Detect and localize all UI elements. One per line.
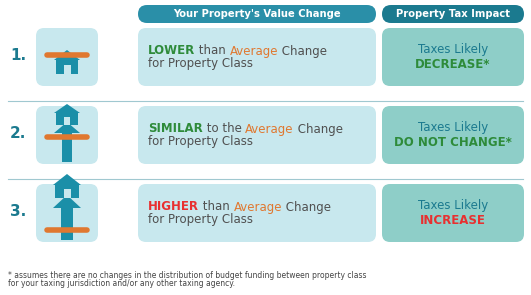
Bar [56, 113, 78, 125]
Text: Average: Average [230, 45, 278, 58]
FancyBboxPatch shape [382, 184, 524, 242]
Text: for Property Class: for Property Class [148, 58, 253, 71]
Polygon shape [54, 104, 80, 113]
FancyBboxPatch shape [138, 28, 376, 86]
Text: 1.: 1. [10, 48, 26, 63]
Polygon shape [53, 174, 81, 185]
Bar [64, 65, 71, 74]
FancyBboxPatch shape [382, 5, 524, 23]
Text: for Property Class: for Property Class [148, 214, 253, 227]
Text: for your taxing jurisdiction and/or any other taxing agency.: for your taxing jurisdiction and/or any … [8, 278, 235, 288]
FancyBboxPatch shape [382, 106, 524, 164]
Text: DO NOT CHANGE*: DO NOT CHANGE* [394, 137, 512, 150]
Polygon shape [54, 122, 80, 133]
Bar [56, 60, 78, 74]
Text: 2.: 2. [10, 127, 26, 142]
Bar [55, 185, 79, 198]
Text: to the: to the [203, 122, 245, 135]
Text: Average: Average [234, 201, 282, 214]
Bar [64, 189, 71, 198]
Text: Your Property's Value Change: Your Property's Value Change [173, 9, 341, 19]
Bar [61, 208, 73, 240]
Bar [64, 117, 70, 125]
Text: DECREASE*: DECREASE* [415, 58, 491, 71]
Text: for Property Class: for Property Class [148, 135, 253, 148]
Text: * assumes there are no changes in the distribution of budget funding between pro: * assumes there are no changes in the di… [8, 271, 366, 279]
FancyBboxPatch shape [36, 184, 98, 242]
FancyBboxPatch shape [138, 5, 376, 23]
Text: LOWER: LOWER [148, 45, 195, 58]
Text: Change: Change [278, 45, 327, 58]
Text: SIMILAR: SIMILAR [148, 122, 203, 135]
Text: INCREASE: INCREASE [420, 214, 486, 227]
FancyBboxPatch shape [138, 106, 376, 164]
Text: Property Tax Impact: Property Tax Impact [396, 9, 510, 19]
Text: Average: Average [245, 122, 294, 135]
Polygon shape [54, 50, 80, 60]
Text: Taxes Likely: Taxes Likely [418, 122, 488, 135]
FancyBboxPatch shape [382, 28, 524, 86]
FancyBboxPatch shape [36, 106, 98, 164]
FancyBboxPatch shape [138, 184, 376, 242]
Text: Taxes Likely: Taxes Likely [418, 43, 488, 57]
Text: HIGHER: HIGHER [148, 201, 199, 214]
Text: than: than [199, 201, 234, 214]
Text: Change: Change [282, 201, 331, 214]
FancyBboxPatch shape [36, 28, 98, 86]
Text: than: than [195, 45, 230, 58]
Text: Change: Change [294, 122, 343, 135]
Bar [62, 133, 72, 162]
Text: 3.: 3. [10, 204, 26, 219]
Text: Taxes Likely: Taxes Likely [418, 199, 488, 212]
Polygon shape [53, 195, 81, 208]
